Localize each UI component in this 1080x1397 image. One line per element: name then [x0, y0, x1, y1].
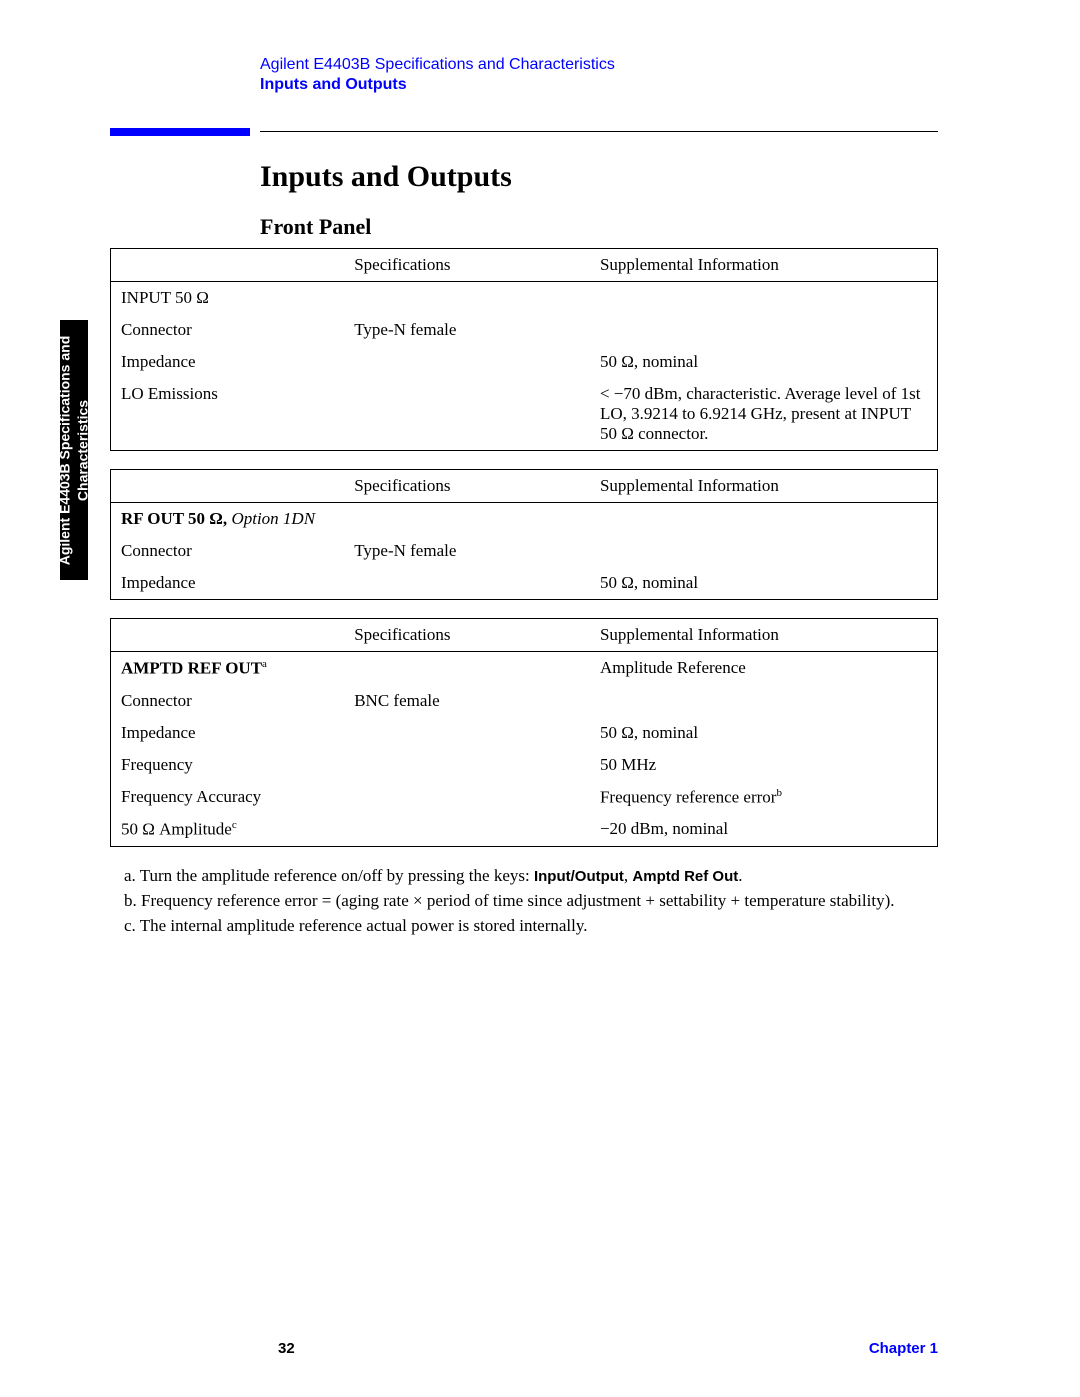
table-row: Impedance 50 Ω, nominal: [111, 567, 938, 600]
label-text: 50 Ω Amplitude: [121, 820, 232, 839]
side-tab-text: Agilent E4403B Specifications and Charac…: [57, 335, 92, 565]
table-header-row: Specifications Supplemental Information: [111, 470, 938, 503]
cell-supp: 50 MHz: [590, 749, 938, 781]
cell-supp: 50 Ω, nominal: [590, 346, 938, 378]
cell: [590, 282, 938, 315]
fn-a-key2: Amptd Ref Out: [632, 868, 738, 885]
table-input-50: Specifications Supplemental Information …: [110, 248, 938, 451]
cell-label: Connector: [111, 314, 345, 346]
col-supp: Supplemental Information: [590, 249, 938, 282]
table-amptd-ref: Specifications Supplemental Information …: [110, 618, 938, 847]
table-row: Connector Type-N female: [111, 314, 938, 346]
row-head-italic: Option 1DN: [227, 509, 315, 528]
side-tab: Agilent E4403B Specifications and Charac…: [60, 320, 88, 580]
table-row: INPUT 50 Ω: [111, 282, 938, 315]
table-row: RF OUT 50 Ω, Option 1DN: [111, 503, 938, 536]
row-head: INPUT 50 Ω: [111, 282, 345, 315]
cell-supp: Amplitude Reference: [590, 652, 938, 685]
side-tab-line1: Agilent E4403B Specifications and: [57, 335, 73, 565]
cell-spec: [344, 813, 590, 846]
footnote-b: b. Frequency reference error = (aging ra…: [124, 890, 938, 913]
side-tab-line2: Characteristics: [74, 399, 90, 500]
cell: [344, 282, 590, 315]
supp-text: Frequency reference error: [600, 787, 777, 806]
cell-label: LO Emissions: [111, 378, 345, 451]
table-row: 50 Ω Amplitudec −20 dBm, nominal: [111, 813, 938, 846]
cell-spec: [344, 749, 590, 781]
header-blue-bar: [110, 128, 250, 136]
table-row: Impedance 50 Ω, nominal: [111, 717, 938, 749]
section-title: Inputs and Outputs: [260, 160, 938, 194]
cell-label: Connector: [111, 535, 345, 567]
cell-spec: [344, 717, 590, 749]
cell-label: Frequency Accuracy: [111, 781, 345, 814]
col-blank: [111, 249, 345, 282]
col-blank: [111, 619, 345, 652]
header-section: Inputs and Outputs: [260, 76, 615, 94]
subsection-title: Front Panel: [260, 214, 938, 240]
col-supp: Supplemental Information: [590, 470, 938, 503]
cell-label: Impedance: [111, 567, 345, 600]
header-rule: [260, 131, 938, 132]
page-number: 32: [278, 1340, 295, 1357]
row-head: AMPTD REF OUTa: [111, 652, 345, 685]
cell-label: 50 Ω Amplitudec: [111, 813, 345, 846]
table-row: Connector BNC female: [111, 685, 938, 717]
table-row: Impedance 50 Ω, nominal: [111, 346, 938, 378]
cell-spec: [344, 378, 590, 451]
table-rf-out: Specifications Supplemental Information …: [110, 469, 938, 600]
cell-spec: [344, 781, 590, 814]
col-blank: [111, 470, 345, 503]
fn-a-pre: a. Turn the amplitude reference on/off b…: [124, 866, 534, 885]
cell-supp: [590, 314, 938, 346]
table-row: LO Emissions < −70 dBm, characteristic. …: [111, 378, 938, 451]
row-head: RF OUT 50 Ω, Option 1DN: [111, 503, 345, 536]
cell-spec: Type-N female: [344, 535, 590, 567]
header-doc-title: Agilent E4403B Specifications and Charac…: [260, 56, 615, 74]
running-header: Agilent E4403B Specifications and Charac…: [260, 56, 615, 94]
footnotes: a. Turn the amplitude reference on/off b…: [124, 865, 938, 938]
table-row: Frequency 50 MHz: [111, 749, 938, 781]
row-head-sup: a: [262, 658, 267, 670]
cell: [590, 503, 938, 536]
table-header-row: Specifications Supplemental Information: [111, 619, 938, 652]
cell-label: Frequency: [111, 749, 345, 781]
cell-spec: [344, 567, 590, 600]
page: Agilent E4403B Specifications and Charac…: [0, 0, 1080, 1397]
col-supp: Supplemental Information: [590, 619, 938, 652]
table-header-row: Specifications Supplemental Information: [111, 249, 938, 282]
cell-supp: Frequency reference errorb: [590, 781, 938, 814]
footer: 32 Chapter 1: [110, 1340, 938, 1357]
table-row: Connector Type-N female: [111, 535, 938, 567]
cell-label: Impedance: [111, 346, 345, 378]
cell: [344, 652, 590, 685]
row-head-bold: RF OUT 50 Ω,: [121, 509, 227, 528]
label-sup: c: [232, 819, 237, 831]
cell-supp: 50 Ω, nominal: [590, 717, 938, 749]
cell-supp: < −70 dBm, characteristic. Average level…: [590, 378, 938, 451]
fn-a-post: .: [738, 866, 742, 885]
footnote-c: c. The internal amplitude reference actu…: [124, 915, 938, 938]
col-spec: Specifications: [344, 470, 590, 503]
cell-label: Impedance: [111, 717, 345, 749]
cell: [344, 503, 590, 536]
cell-supp: 50 Ω, nominal: [590, 567, 938, 600]
footnote-a: a. Turn the amplitude reference on/off b…: [124, 865, 938, 888]
table-row: AMPTD REF OUTa Amplitude Reference: [111, 652, 938, 685]
cell-supp: [590, 535, 938, 567]
fn-a-key1: Input/Output: [534, 868, 624, 885]
chapter-label: Chapter 1: [869, 1340, 938, 1357]
row-head-text: AMPTD REF OUT: [121, 659, 262, 678]
col-spec: Specifications: [344, 249, 590, 282]
col-spec: Specifications: [344, 619, 590, 652]
cell-supp: [590, 685, 938, 717]
table-row: Frequency Accuracy Frequency reference e…: [111, 781, 938, 814]
cell-spec: BNC female: [344, 685, 590, 717]
cell-spec: Type-N female: [344, 314, 590, 346]
content-area: Inputs and Outputs Front Panel Specifica…: [110, 150, 938, 940]
cell-label: Connector: [111, 685, 345, 717]
cell-supp: −20 dBm, nominal: [590, 813, 938, 846]
cell-spec: [344, 346, 590, 378]
supp-sup: b: [776, 787, 782, 799]
